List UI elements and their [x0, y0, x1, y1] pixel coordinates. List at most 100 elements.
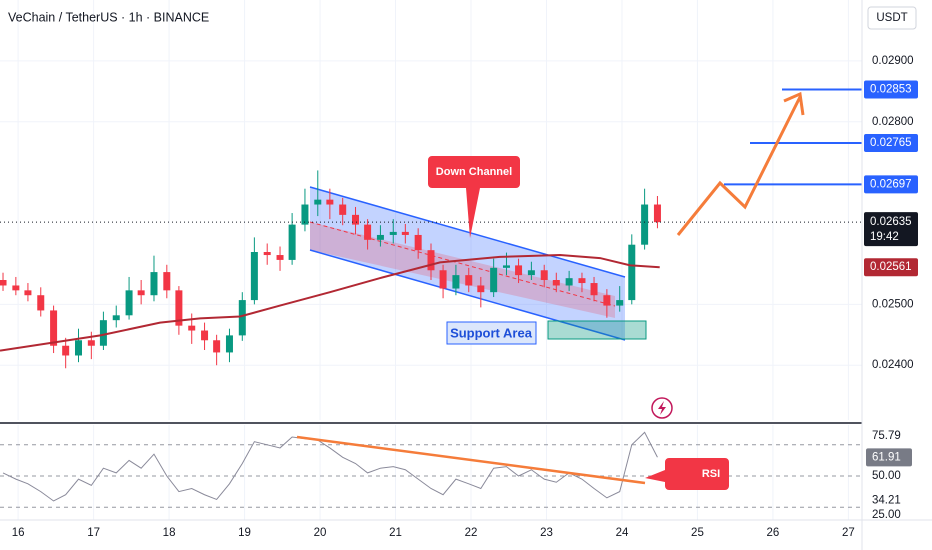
ma-value-label: 0.02561 — [870, 261, 912, 273]
down-channel-callout: Down Channel — [428, 156, 520, 238]
countdown-label: 19:42 — [870, 231, 899, 243]
candle-body — [565, 278, 573, 286]
x-tick-label: 26 — [767, 527, 780, 539]
currency-button[interactable] — [867, 6, 917, 30]
candle-body — [24, 290, 32, 296]
projection-path — [676, 96, 802, 236]
chart-title: VeChain / TetherUS · 1h · BINANCE — [8, 10, 209, 24]
candle-body — [339, 204, 347, 215]
channel-inner — [310, 222, 615, 318]
candle-body — [465, 275, 473, 286]
y-tick-label: 0.02900 — [872, 55, 914, 67]
target-box — [864, 175, 918, 194]
candle-body — [452, 275, 460, 289]
target-label: 0.02765 — [870, 137, 912, 149]
x-tick-label: 16 — [12, 527, 25, 539]
candle-body — [301, 204, 309, 225]
rsi-tick-label: 34.21 — [872, 495, 901, 507]
candle-body — [314, 199, 322, 205]
candle-body — [414, 234, 422, 251]
candle-body — [163, 272, 171, 291]
candle-body — [175, 290, 183, 326]
candle-body — [578, 278, 586, 284]
candle-body — [590, 283, 598, 296]
candle-body — [75, 340, 83, 356]
candle-body — [439, 270, 447, 289]
channel-bottom — [309, 249, 626, 341]
candle-body — [376, 234, 384, 240]
moving-average — [0, 254, 660, 352]
rsi-callout: RSI — [645, 458, 729, 490]
candle-body — [653, 204, 661, 223]
candle-body — [62, 345, 70, 356]
candle-body — [527, 270, 535, 276]
rsi-current-box — [866, 448, 912, 467]
candle-body — [0, 280, 7, 286]
candle-body — [50, 310, 58, 346]
candle-body — [288, 224, 296, 260]
x-tick-label: 17 — [87, 527, 100, 539]
y-tick-label: 0.02400 — [872, 359, 914, 371]
support-area-label: Support Area — [446, 321, 537, 345]
x-tick-label: 19 — [238, 527, 251, 539]
y-tick-label: 0.02800 — [872, 116, 914, 128]
candle-body — [37, 295, 45, 311]
x-tick-label: 27 — [842, 527, 855, 539]
candle-body — [641, 204, 649, 245]
icon-bolt — [658, 401, 666, 415]
alert-icon[interactable] — [651, 397, 673, 419]
currency-label: USDT — [876, 12, 907, 24]
candle-body — [502, 265, 510, 268]
x-tick-label: 21 — [389, 527, 402, 539]
x-tick-label: 25 — [691, 527, 704, 539]
candle-body — [87, 340, 95, 346]
annotation-text: Down Channel — [436, 166, 512, 178]
target-label: 0.02853 — [870, 84, 912, 96]
x-tick-label: 22 — [465, 527, 478, 539]
candle-body — [263, 252, 271, 256]
rsi-tick-label: 75.79 — [872, 430, 901, 442]
candle-body — [401, 231, 409, 235]
candle-body — [137, 290, 145, 296]
candle-body — [326, 199, 334, 205]
annotation-text: RSI — [702, 468, 720, 480]
candle-body — [188, 325, 196, 331]
target-box — [864, 134, 918, 153]
candle-body — [490, 267, 498, 293]
candle-body — [477, 285, 485, 293]
target-box — [864, 80, 918, 99]
candle-body — [352, 214, 360, 225]
candle-body — [364, 224, 372, 240]
candle-body — [276, 255, 284, 260]
candle-body — [112, 315, 120, 321]
rsi-line — [2, 431, 658, 502]
y-tick-label: 0.02500 — [872, 298, 914, 310]
channel-top — [309, 186, 626, 278]
x-tick-label: 18 — [163, 527, 176, 539]
annotation-text: Support Area — [450, 325, 533, 340]
candle-body — [389, 231, 397, 235]
label-box — [446, 321, 537, 345]
support-zone — [547, 320, 647, 340]
rsi-tick-label: 61.91 — [872, 451, 901, 463]
candle-body — [250, 252, 258, 301]
candle-body — [427, 250, 435, 271]
candle-body — [12, 285, 20, 291]
candle-body — [603, 295, 611, 306]
rsi-tick-label: 25.00 — [872, 509, 901, 521]
candle-body — [225, 335, 233, 353]
x-tick-label: 24 — [616, 527, 629, 539]
callout-box — [428, 156, 520, 238]
grid — [0, 0, 862, 520]
candle-body — [201, 330, 209, 341]
x-tick-label: 20 — [314, 527, 327, 539]
ma-value-box — [864, 258, 918, 277]
candle-body — [125, 290, 133, 316]
last-price-label: 0.02635 — [870, 216, 912, 228]
candle-body — [238, 300, 246, 336]
candle-body — [99, 320, 107, 346]
projection-arrowhead — [783, 91, 805, 116]
candle-body — [540, 270, 548, 280]
